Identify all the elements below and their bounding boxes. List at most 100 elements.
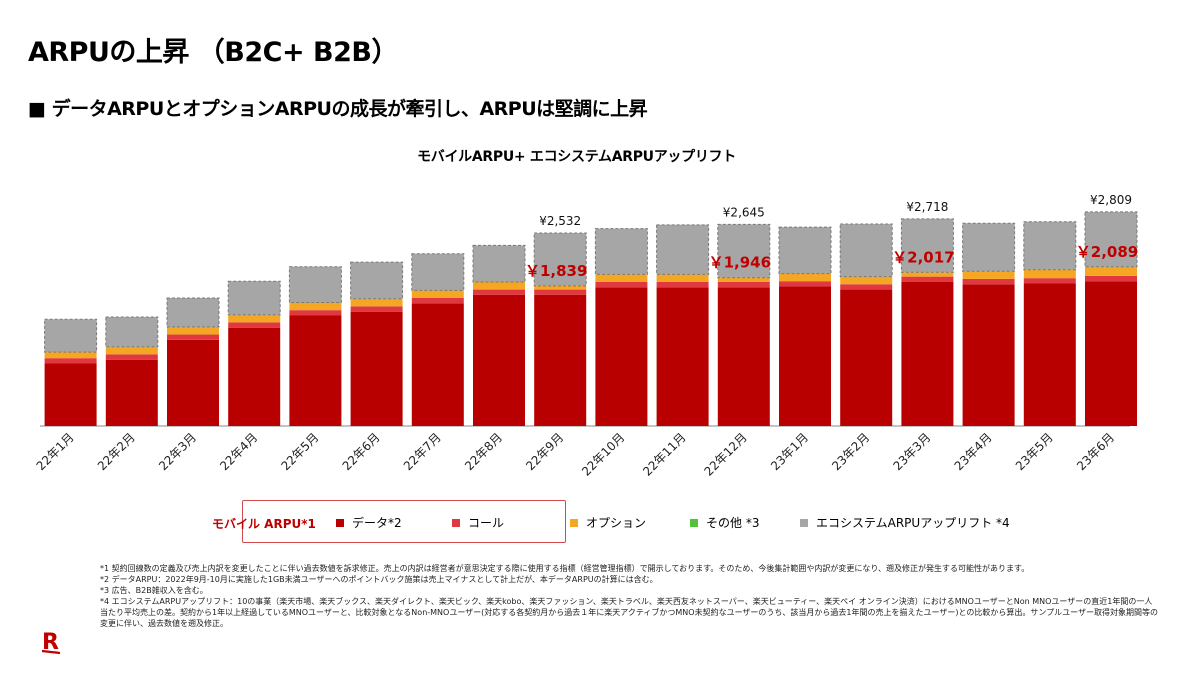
bar-segment-3-22年8月 — [473, 281, 525, 290]
bar-segment-5-22年2月 — [105, 316, 159, 348]
bar-segment-5-22年11月 — [656, 224, 710, 275]
bar-segment-3-22年7月 — [411, 290, 464, 298]
legend-swatch-option — [570, 518, 578, 527]
bar-segment-2-23年2月 — [840, 284, 893, 290]
bar-segment-2-22年5月 — [289, 310, 342, 316]
mobile-arpu-data-label: ￥1,839 — [525, 262, 587, 280]
bar-segment-2-22年12月 — [717, 281, 770, 288]
bar-segment-3-22年11月 — [656, 274, 709, 282]
x-tick-label: 23年6月 — [1074, 430, 1117, 473]
bar-segment-5-22年12月 — [717, 223, 771, 279]
bar-segment-2-23年1月 — [779, 281, 831, 287]
bar-segment-1-22年2月 — [105, 359, 158, 426]
bar-segment-5-22年6月 — [350, 261, 404, 300]
bar-segment-3-22年9月 — [534, 285, 587, 290]
bar-segment-1-23年5月 — [1023, 283, 1076, 426]
x-tick-label: 22年12月 — [701, 430, 749, 478]
bar-segment-3-22年3月 — [167, 326, 219, 335]
bar-segment-1-22年11月 — [656, 287, 709, 426]
bar-segment-5-23年5月 — [1023, 221, 1077, 271]
bar-segment-3-23年1月 — [779, 273, 831, 282]
bar-segment-1-23年6月 — [1085, 281, 1137, 426]
mobile-arpu-data-label: ￥2,017 — [892, 248, 954, 266]
x-tick-label: 23年3月 — [890, 430, 933, 473]
bar-segment-1-23年4月 — [962, 284, 1015, 426]
bar-segment-5-23年6月 — [1084, 211, 1138, 268]
bar-segment-2-22年10月 — [595, 281, 648, 288]
bar-segment-3-22年12月 — [717, 277, 770, 282]
x-tick-label: 23年4月 — [952, 430, 995, 473]
legend-group-label: モバイル ARPU*1 — [212, 517, 316, 531]
legend-item-ecosystem: エコシステムARPUアップリフト *4 — [800, 514, 1010, 531]
bar-segment-1-23年1月 — [779, 286, 831, 426]
bar-segment-5-23年3月 — [900, 218, 954, 273]
legend-label-call: コール — [468, 516, 505, 530]
bar-segment-5-22年3月 — [166, 297, 220, 328]
bar-segment-1-22年7月 — [411, 303, 464, 426]
bar-segment-2-22年9月 — [534, 289, 587, 295]
legend-swatch-data — [336, 518, 344, 527]
bar-segment-5-22年10月 — [594, 228, 648, 275]
x-tick-label: 22年4月 — [217, 430, 260, 473]
bar-segment-1-22年1月 — [44, 363, 97, 426]
bar-segment-2-22年6月 — [350, 306, 403, 312]
x-tick-label: 22年11月 — [640, 430, 688, 478]
bar-segment-1-22年4月 — [228, 327, 281, 426]
chart-title: モバイルARPU+ エコシステムARPUアップリフト — [417, 149, 736, 165]
bar-segment-2-22年1月 — [44, 358, 97, 364]
bar-segment-2-22年8月 — [473, 289, 525, 295]
bar-segment-2-22年7月 — [411, 297, 464, 304]
x-tick-label: 22年8月 — [462, 430, 505, 473]
legend-swatch-call — [452, 518, 460, 527]
bar-segment-1-22年8月 — [473, 294, 525, 426]
bar-segment-1-23年3月 — [901, 281, 954, 426]
footnote-2: *2 データARPU：2022年9月-10月に実施した1GB未満ユーザーへのポイ… — [100, 575, 658, 584]
bar-segment-1-23年2月 — [840, 289, 893, 426]
bar-segment-2-23年4月 — [962, 278, 1015, 285]
bar-segment-1-22年6月 — [350, 311, 403, 426]
bar-segment-3-22年1月 — [44, 352, 97, 359]
legend-item-other: その他 *3 — [690, 514, 759, 531]
x-tick-label: 22年6月 — [340, 430, 383, 473]
bar-segment-5-23年4月 — [962, 222, 1016, 272]
bar-segment-3-22年10月 — [595, 274, 648, 282]
bar-segment-5-22年5月 — [288, 266, 342, 304]
footnote-1: *1 契約回線数の定義及び売上内訳を変更したことに伴い過去数値を訴求修正。売上の… — [100, 564, 1030, 573]
legend-label-option: オプション — [586, 516, 647, 530]
bar-segment-3-23年5月 — [1023, 269, 1076, 279]
rakuten-logo: R — [41, 630, 61, 655]
footnotes: *1 契約回線数の定義及び売上内訳を変更したことに伴い過去数値を訴求修正。売上の… — [100, 563, 1160, 629]
bar-segment-3-23年2月 — [840, 276, 893, 285]
bar-segment-2-23年5月 — [1023, 278, 1076, 284]
bar-segment-3-22年2月 — [105, 346, 158, 355]
x-tick-label: 22年9月 — [523, 430, 566, 473]
legend-item-call: コール — [452, 514, 504, 531]
svg-text:R: R — [42, 630, 59, 655]
bar-segment-2-22年11月 — [656, 281, 709, 288]
bar-segment-1-22年10月 — [595, 287, 648, 426]
legend-label-other: その他 *3 — [706, 516, 760, 530]
x-tick-label: 22年7月 — [401, 430, 444, 473]
bar-segment-2-23年3月 — [901, 276, 954, 282]
bar-segment-5-22年4月 — [227, 280, 281, 316]
bar-segment-3-22年4月 — [228, 314, 281, 323]
x-tick-label: 23年1月 — [768, 430, 811, 473]
bar-segment-5-23年1月 — [778, 226, 832, 275]
bar-segment-2-22年3月 — [167, 334, 219, 340]
x-tick-label: 22年3月 — [156, 430, 199, 473]
total-arpu-data-label: ¥2,532 — [539, 214, 581, 228]
legend-item-data: データ*2 — [336, 514, 402, 531]
bar-segment-1-22年5月 — [289, 315, 342, 426]
footnote-4: *4 エコシステムARPUアップリフト：10の事業（楽天市場、楽天ブックス、楽天… — [100, 597, 1158, 628]
bar-segment-3-23年6月 — [1085, 266, 1137, 276]
bar-segment-3-23年4月 — [962, 271, 1015, 279]
x-tick-label: 22年10月 — [579, 430, 627, 478]
bar-segment-5-22年9月 — [533, 232, 587, 287]
bar-segment-2-22年4月 — [228, 322, 281, 328]
bar-segment-3-23年3月 — [901, 272, 954, 277]
bar-segment-2-22年2月 — [105, 354, 158, 360]
bar-segment-1-22年9月 — [534, 294, 587, 426]
bar-segment-2-23年6月 — [1085, 275, 1137, 282]
legend-swatch-ecosystem — [800, 518, 808, 527]
total-arpu-data-label: ¥2,645 — [723, 205, 765, 219]
